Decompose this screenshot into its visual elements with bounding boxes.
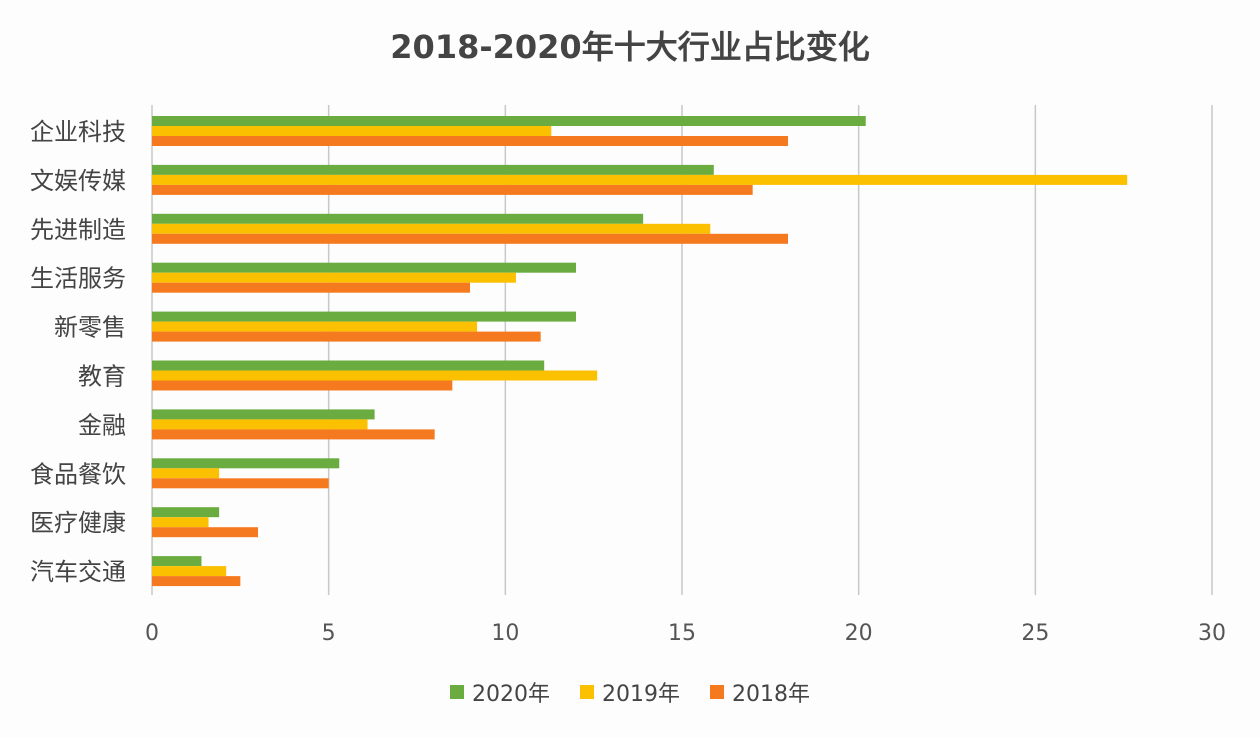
bar-2020-2 bbox=[152, 213, 644, 224]
bar-2019-4 bbox=[152, 321, 478, 332]
bar-2018-0 bbox=[152, 136, 788, 146]
x-tick-label: 5 bbox=[322, 621, 336, 646]
x-tick-label: 0 bbox=[145, 621, 159, 646]
bar-2020-6 bbox=[152, 409, 375, 420]
bar-2018-6 bbox=[152, 429, 435, 440]
bar-2020-5 bbox=[152, 360, 545, 371]
x-tick-label: 10 bbox=[491, 621, 519, 646]
bar-2019-6 bbox=[152, 419, 368, 430]
bar-2019-9 bbox=[152, 566, 227, 577]
chart-title: 2018-2020年十大行业占比变化 bbox=[390, 28, 870, 66]
bar-2019-7 bbox=[152, 468, 220, 479]
x-tick-label: 20 bbox=[845, 621, 873, 646]
bar-2019-5 bbox=[152, 370, 598, 381]
x-tick-label: 15 bbox=[668, 621, 696, 646]
bar-2019-8 bbox=[152, 517, 209, 528]
bar-2019-0 bbox=[152, 126, 552, 136]
category-label: 新零售 bbox=[54, 314, 126, 342]
category-label: 先进制造 bbox=[30, 216, 126, 244]
bar-2018-8 bbox=[152, 527, 258, 538]
bar-2018-1 bbox=[152, 184, 753, 195]
category-label: 金融 bbox=[78, 411, 126, 439]
category-label: 医疗健康 bbox=[30, 509, 126, 537]
legend: 2020年 2019年 2018年 bbox=[0, 676, 1260, 708]
bar-2018-5 bbox=[152, 380, 453, 391]
category-label: 食品餐饮 bbox=[30, 460, 126, 488]
bar-2019-2 bbox=[152, 223, 711, 234]
x-tick-label: 30 bbox=[1198, 621, 1226, 646]
bar-2018-4 bbox=[152, 331, 541, 342]
category-label: 生活服务 bbox=[30, 265, 126, 293]
bar-2019-3 bbox=[152, 272, 516, 283]
legend-swatch bbox=[580, 685, 594, 699]
legend-item: 2020年 bbox=[450, 676, 550, 708]
legend-item: 2018年 bbox=[710, 676, 810, 708]
bar-2020-7 bbox=[152, 458, 340, 469]
bar-2020-8 bbox=[152, 507, 220, 518]
bar-2019-1 bbox=[152, 174, 1128, 185]
category-label: 企业科技 bbox=[30, 118, 126, 146]
legend-label: 2019年 bbox=[602, 682, 680, 707]
bar-2020-3 bbox=[152, 262, 576, 273]
bar-2020-0 bbox=[152, 116, 866, 126]
x-tick-label: 25 bbox=[1021, 621, 1049, 646]
legend-swatch bbox=[710, 685, 724, 699]
bar-2018-2 bbox=[152, 233, 788, 244]
bar-2018-3 bbox=[152, 282, 470, 293]
bar-2018-7 bbox=[152, 478, 329, 489]
bar-2020-9 bbox=[152, 556, 202, 567]
category-label: 教育 bbox=[78, 363, 126, 391]
legend-label: 2020年 bbox=[472, 682, 550, 707]
category-label: 文娱传媒 bbox=[30, 167, 126, 195]
bar-2018-9 bbox=[152, 576, 241, 587]
category-label: 汽车交通 bbox=[30, 558, 126, 586]
bar-2020-4 bbox=[152, 311, 576, 322]
legend-item: 2019年 bbox=[580, 676, 680, 708]
legend-swatch bbox=[450, 685, 464, 699]
legend-label: 2018年 bbox=[732, 682, 810, 707]
bar-2020-1 bbox=[152, 164, 714, 175]
